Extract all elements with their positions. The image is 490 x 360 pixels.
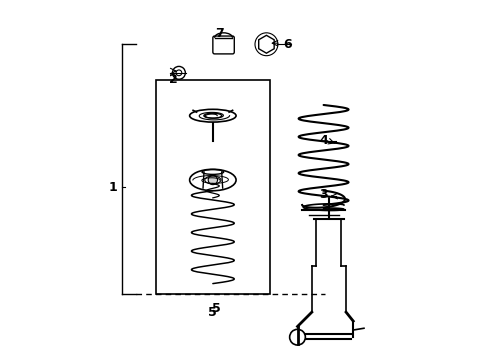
- Bar: [156, 80, 270, 294]
- Text: 4: 4: [319, 134, 328, 147]
- Text: 7: 7: [216, 27, 224, 40]
- Text: 6: 6: [284, 38, 292, 51]
- Text: 1: 1: [108, 181, 117, 194]
- Text: 3: 3: [319, 188, 328, 201]
- FancyBboxPatch shape: [213, 36, 234, 54]
- Text: 5: 5: [212, 302, 221, 315]
- Text: 5: 5: [208, 306, 217, 319]
- Circle shape: [208, 175, 218, 185]
- Text: 2: 2: [169, 73, 178, 86]
